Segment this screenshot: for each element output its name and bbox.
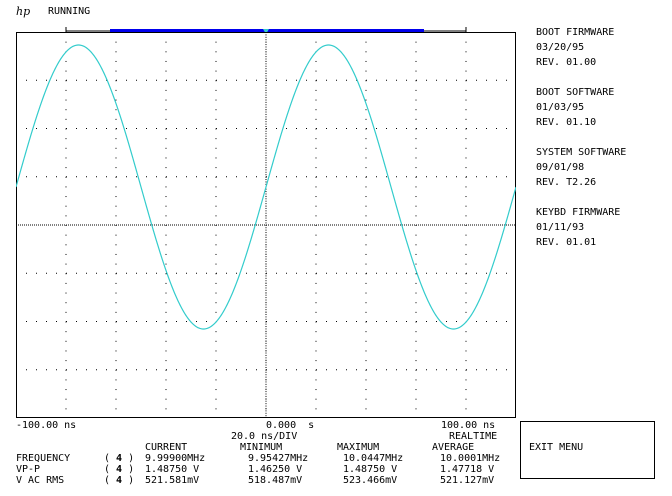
header-average: AVERAGE [432, 442, 475, 453]
measurement-channel: ( 4 ) [104, 475, 135, 486]
acquisition-mode: REALTIME [449, 431, 498, 442]
channel-number: 4 [116, 464, 123, 475]
record-position-bar [65, 27, 467, 35]
time-center-label: 0.000 s [266, 420, 315, 431]
measurement-average: 10.0001MHz [440, 453, 501, 464]
measurement-minimum: 1.46250 V [248, 464, 303, 475]
measurement-minimum: 518.487mV [248, 475, 303, 486]
measurement-current: 1.48750 V [145, 464, 200, 475]
time-left-label: -100.00 ns [16, 420, 77, 431]
header-maximum: MAXIMUM [337, 442, 380, 453]
measurement-name: VP-P [16, 464, 41, 475]
firmware-title: SYSTEM SOFTWARE [536, 147, 627, 158]
channel-number: 4 [116, 453, 123, 464]
firmware-date: 09/01/98 [536, 162, 585, 173]
channel-4-trace [16, 44, 516, 330]
measurement-name: V AC RMS [16, 475, 65, 486]
firmware-date: 03/20/95 [536, 42, 585, 53]
firmware-title: KEYBD FIRMWARE [536, 207, 621, 218]
firmware-rev: REV. 01.00 [536, 57, 597, 68]
firmware-rev: REV. 01.01 [536, 237, 597, 248]
measurement-name: FREQUENCY [16, 453, 71, 464]
graticule-grid [16, 32, 515, 418]
firmware-date: 01/11/93 [536, 222, 585, 233]
header-current: CURRENT [145, 442, 188, 453]
waveform-display[interactable] [16, 32, 516, 418]
time-right-label: 100.00 ns [441, 420, 496, 431]
firmware-rev: REV. 01.10 [536, 117, 597, 128]
measurement-average: 521.127mV [440, 475, 495, 486]
measurement-maximum: 1.48750 V [343, 464, 398, 475]
measurement-average: 1.47718 V [440, 464, 495, 475]
hp-logo: hp [16, 5, 31, 18]
measurement-channel: ( 4 ) [104, 464, 135, 475]
exit-menu-button[interactable]: EXIT MENU [520, 421, 655, 479]
trigger-marker-icon [263, 29, 269, 34]
measurement-current: 521.581mV [145, 475, 200, 486]
channel-number: 4 [116, 475, 123, 486]
measurement-current: 9.99900MHz [145, 453, 206, 464]
time-per-div: 20.0 ns/DIV [231, 431, 298, 442]
header-minimum: MINIMUM [240, 442, 283, 453]
measurement-maximum: 523.466mV [343, 475, 398, 486]
firmware-date: 01/03/95 [536, 102, 585, 113]
firmware-title: BOOT FIRMWARE [536, 27, 615, 38]
measurement-maximum: 10.0447MHz [343, 453, 404, 464]
firmware-title: BOOT SOFTWARE [536, 87, 615, 98]
measurement-channel: ( 4 ) [104, 453, 135, 464]
exit-menu-label: EXIT MENU [529, 442, 584, 453]
run-status: RUNNING [48, 6, 91, 17]
measurement-minimum: 9.95427MHz [248, 453, 309, 464]
firmware-rev: REV. T2.26 [536, 177, 597, 188]
